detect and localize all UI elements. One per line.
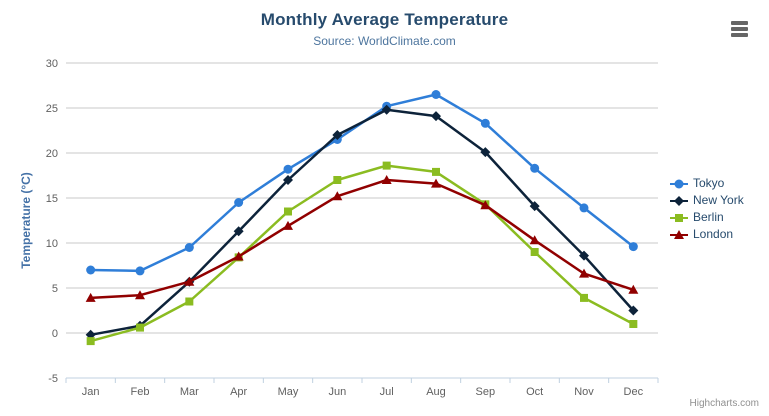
chart-title: Monthly Average Temperature <box>260 10 509 29</box>
legend-symbol-tokyo <box>674 179 684 188</box>
data-point-new-york-oct[interactable] <box>529 201 540 212</box>
series-line-new-york <box>89 108 635 337</box>
data-point-tokyo-aug[interactable] <box>431 90 441 99</box>
data-point-berlin-may[interactable] <box>284 207 292 216</box>
data-point-berlin-jan[interactable] <box>86 337 95 346</box>
data-point-london-jul[interactable] <box>381 175 392 184</box>
data-point-new-york-may[interactable] <box>283 175 293 185</box>
y-axis-label: 0 <box>52 328 58 340</box>
data-point-tokyo-dec[interactable] <box>628 242 638 252</box>
x-axis-label: Jan <box>82 386 100 398</box>
legend-label: London <box>693 227 734 241</box>
data-point-berlin-jul[interactable] <box>382 161 391 170</box>
data-point-london-apr[interactable] <box>233 251 244 261</box>
y-axis-label: 10 <box>46 238 58 250</box>
legend-item-new-york[interactable]: New York <box>670 194 744 207</box>
x-axis-label: Apr <box>230 386 247 398</box>
legend-marker-diamond-icon <box>670 195 688 206</box>
data-point-new-york-dec[interactable] <box>628 305 639 316</box>
x-axis-label: Jul <box>380 386 394 398</box>
data-point-london-dec[interactable] <box>628 284 639 294</box>
data-point-london-aug[interactable] <box>431 178 441 188</box>
data-point-london-mar[interactable] <box>184 276 195 286</box>
data-point-london-jan[interactable] <box>85 292 96 302</box>
data-point-london-feb[interactable] <box>135 290 145 300</box>
x-axis-label: Mar <box>180 386 199 398</box>
series-line-tokyo <box>89 93 635 273</box>
credits-link[interactable]: Highcharts.com <box>689 398 759 409</box>
hamburger-icon <box>731 27 748 31</box>
legend-marker-triangle-icon <box>670 229 688 239</box>
data-point-tokyo-may[interactable] <box>283 164 293 174</box>
data-point-berlin-oct[interactable] <box>530 248 539 256</box>
data-point-tokyo-feb[interactable] <box>135 266 145 276</box>
y-axis-label: 25 <box>46 103 58 115</box>
legend-symbol-new-york <box>674 195 684 206</box>
x-axis-label: Feb <box>131 386 150 398</box>
y-axis-label: 30 <box>46 58 58 70</box>
data-point-new-york-aug[interactable] <box>431 111 441 122</box>
legend-label: Tokyo <box>693 176 725 190</box>
legend-item-berlin[interactable]: Berlin <box>670 211 744 224</box>
data-point-berlin-mar[interactable] <box>185 297 194 306</box>
x-axis-label: Oct <box>526 386 543 398</box>
hamburger-icon <box>731 33 748 37</box>
x-axis-label: Nov <box>574 386 594 398</box>
context-menu-button[interactable] <box>731 21 748 37</box>
series-line-berlin <box>89 164 635 343</box>
legend-item-london[interactable]: London <box>670 228 744 241</box>
data-point-london-jun[interactable] <box>332 191 343 201</box>
legend-marker-square-icon <box>670 213 688 222</box>
x-axis-label: May <box>278 386 299 398</box>
data-point-new-york-jul[interactable] <box>381 104 392 115</box>
data-point-new-york-nov[interactable] <box>579 250 589 261</box>
legend-symbol-berlin <box>675 213 683 222</box>
data-point-new-york-sep[interactable] <box>480 147 491 158</box>
data-point-tokyo-mar[interactable] <box>184 243 194 252</box>
legend: Tokyo New York Berlin London <box>670 177 744 241</box>
data-point-tokyo-sep[interactable] <box>480 118 490 128</box>
legend-label: New York <box>693 193 744 207</box>
legend-symbol-london <box>674 229 684 239</box>
data-point-berlin-dec[interactable] <box>629 320 638 328</box>
legend-label: Berlin <box>693 210 724 224</box>
legend-item-tokyo[interactable]: Tokyo <box>670 177 744 190</box>
data-point-tokyo-apr[interactable] <box>234 198 244 207</box>
data-point-new-york-apr[interactable] <box>233 226 244 237</box>
data-point-berlin-aug[interactable] <box>432 167 440 176</box>
data-point-london-may[interactable] <box>283 220 293 230</box>
y-axis-label: 5 <box>52 283 58 295</box>
series-line-london <box>89 178 635 300</box>
data-point-london-sep[interactable] <box>480 200 491 210</box>
data-point-london-oct[interactable] <box>529 235 540 245</box>
x-axis-label: Aug <box>426 386 446 398</box>
data-point-berlin-feb[interactable] <box>136 323 144 332</box>
data-point-tokyo-nov[interactable] <box>579 203 589 213</box>
chart-subtitle: Source: WorldClimate.com <box>313 34 456 48</box>
y-axis-title: Temperature (°C) <box>19 172 33 269</box>
y-axis-label: 20 <box>46 148 58 160</box>
y-axis-label: 15 <box>46 193 58 205</box>
data-point-new-york-jun[interactable] <box>332 130 343 140</box>
x-axis-label: Dec <box>624 386 644 398</box>
data-point-tokyo-oct[interactable] <box>530 163 540 173</box>
y-axis-label: -5 <box>48 373 58 385</box>
data-point-tokyo-jan[interactable] <box>86 265 96 275</box>
data-point-berlin-jun[interactable] <box>333 176 342 184</box>
hamburger-icon <box>731 21 748 25</box>
legend-marker-circle-icon <box>670 179 688 188</box>
data-point-london-nov[interactable] <box>579 268 589 278</box>
x-axis-label: Sep <box>476 386 496 398</box>
data-point-berlin-nov[interactable] <box>580 293 588 302</box>
x-axis-label: Jun <box>328 386 346 398</box>
